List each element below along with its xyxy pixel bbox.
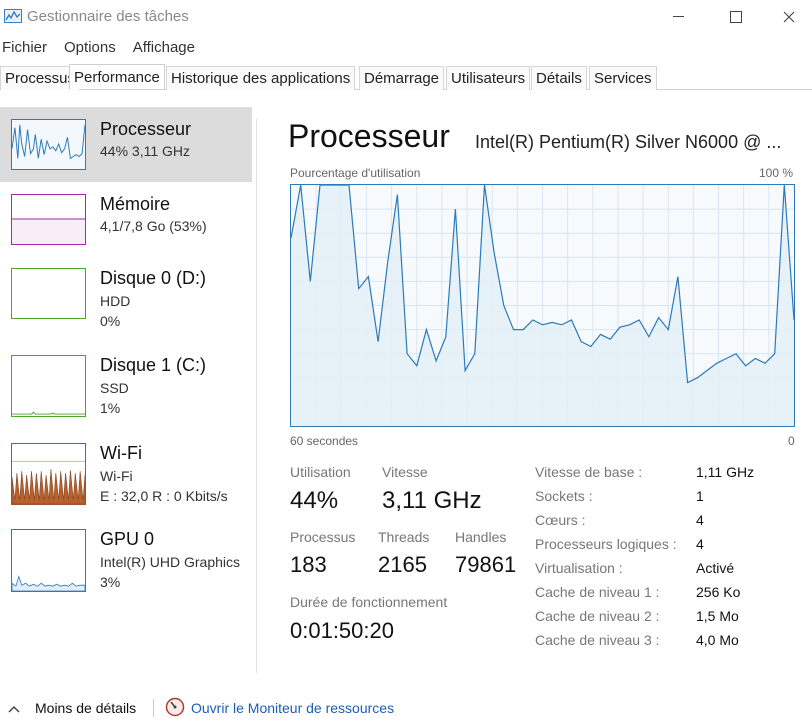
cpu-model-name: Intel(R) Pentium(R) Silver N6000 @ ... (475, 132, 782, 152)
sidebar-item-disque-0[interactable]: Disque 0 (D:) HDD 0% (0, 257, 252, 332)
info-value: 1,11 GHz (696, 464, 755, 480)
graph-xmin-label: 60 secondes (290, 434, 359, 448)
sidebar-item-title: Mémoire (100, 194, 171, 214)
info-label: Cœurs : (535, 512, 586, 528)
sidebar-item-detail: 44% 3,11 GHz (100, 143, 191, 159)
sidebar-item-title: Processeur (100, 119, 192, 139)
sidebar-item-disque-1[interactable]: Disque 1 (C:) SSD 1% (0, 344, 252, 419)
info-label: Processeurs logiques : (535, 536, 677, 552)
open-resource-monitor-link[interactable]: Ouvrir le Moniteur de ressources (191, 700, 395, 716)
cpu-usage-graph (290, 184, 795, 427)
sidebar-item-detail: 0% (100, 313, 121, 329)
info-label: Cache de niveau 2 : (535, 608, 660, 624)
utilisation-value: 44% (290, 487, 339, 514)
gpu-thumbnail (11, 529, 86, 592)
tab-utilisateurs[interactable]: Utilisateurs (446, 66, 531, 90)
sidebar-item-title: Wi-Fi (100, 443, 142, 463)
vitesse-label: Vitesse (382, 464, 428, 480)
graph-xmax-label: 0 (788, 434, 795, 448)
info-value: 4 (696, 536, 704, 552)
sidebar-item-type: HDD (100, 293, 131, 309)
sidebar-item-type: Wi-Fi (100, 468, 133, 484)
tab-services[interactable]: Services (589, 66, 657, 90)
info-value: 1,5 Mo (696, 608, 739, 624)
sidebar-item-detail: 1% (100, 400, 121, 416)
tab-historique[interactable]: Historique des applications (166, 66, 356, 90)
utilisation-label: Utilisation (290, 464, 351, 480)
memory-thumbnail (11, 194, 86, 245)
threads-label: Threads (378, 529, 430, 545)
menu-fichier[interactable]: Fichier (2, 39, 48, 56)
sidebar-item-detail: E : 32,0 R : 0 Kbits/s (100, 488, 228, 504)
cpu-usage-line (291, 185, 794, 384)
sidebar-item-processeur[interactable]: Processeur 44% 3,11 GHz (0, 107, 252, 182)
sidebar-item-gpu-0[interactable]: GPU 0 Intel(R) UHD Graphics 3% (0, 517, 252, 592)
info-label: Cache de niveau 3 : (535, 632, 660, 648)
processus-label: Processus (290, 529, 356, 545)
graph-ymax-label: 100 % (759, 166, 794, 180)
disk0-thumbnail (11, 268, 86, 319)
cpu-usage-chart (291, 185, 794, 426)
sidebar-item-type: SSD (100, 380, 129, 396)
sidebar-item-detail: 4,1/7,8 Go (53%) (100, 218, 207, 234)
sidebar-item-title: Disque 0 (D:) (100, 268, 207, 288)
uptime-label: Durée de fonctionnement (290, 594, 448, 610)
info-label: Sockets : (535, 488, 593, 504)
task-manager-icon (4, 9, 22, 23)
maximize-button[interactable] (712, 0, 758, 34)
sidebar-item-type: Intel(R) UHD Graphics (100, 554, 241, 570)
panel-divider[interactable] (256, 118, 257, 673)
tab-details[interactable]: Détails (531, 66, 587, 90)
minimize-button[interactable] (656, 0, 702, 34)
info-value: 1 (696, 488, 704, 504)
info-label: Vitesse de base : (535, 464, 643, 480)
handles-value: 79861 (455, 552, 517, 577)
disk1-thumbnail (11, 355, 86, 417)
processus-value: 183 (290, 552, 327, 577)
sidebar-item-memoire[interactable]: Mémoire 4,1/7,8 Go (53%) (0, 182, 252, 257)
chevron-up-icon[interactable] (8, 700, 20, 713)
tab-bar: Processus Performance Historique des app… (0, 64, 812, 90)
info-label: Cache de niveau 1 : (535, 584, 660, 600)
threads-value: 2165 (378, 552, 427, 577)
less-details-button[interactable]: Moins de détails (35, 700, 137, 716)
tab-processus[interactable]: Processus (0, 66, 81, 90)
page-title: Processeur (288, 118, 450, 154)
sidebar-item-title: Disque 1 (C:) (100, 355, 207, 375)
graph-ylabel: Pourcentage d'utilisation (290, 166, 421, 180)
sidebar-item-title: GPU 0 (100, 529, 155, 549)
sidebar-item-detail: 3% (100, 574, 121, 590)
info-value: 256 Ko (696, 584, 741, 600)
close-button[interactable] (766, 0, 812, 34)
info-value: 4,0 Mo (696, 632, 739, 648)
menu-affichage[interactable]: Affichage (132, 39, 195, 56)
info-value: 4 (696, 512, 704, 528)
uptime-value: 0:01:50:20 (290, 618, 394, 643)
wifi-thumbnail (11, 443, 86, 505)
info-value: Activé (696, 560, 735, 576)
tab-demarrage[interactable]: Démarrage (359, 66, 445, 90)
info-label: Virtualisation : (535, 560, 623, 576)
handles-label: Handles (455, 529, 507, 545)
window-title: Gestionnaire des tâches (27, 8, 189, 25)
resource-sidebar: Processeur 44% 3,11 GHz Mémoire 4,1/7,8 … (0, 107, 253, 687)
resource-monitor-icon[interactable] (165, 697, 185, 717)
sidebar-item-wifi[interactable]: Wi-Fi Wi-Fi E : 32,0 R : 0 Kbits/s (0, 431, 252, 506)
menu-bar: Fichier Options Affichage (0, 36, 210, 60)
title-bar: Gestionnaire des tâches (0, 0, 812, 34)
menu-options[interactable]: Options (64, 39, 116, 56)
vitesse-value: 3,11 GHz (382, 487, 482, 514)
tab-performance[interactable]: Performance (69, 64, 165, 89)
cpu-thumbnail (11, 119, 86, 170)
footer-divider (153, 699, 154, 717)
